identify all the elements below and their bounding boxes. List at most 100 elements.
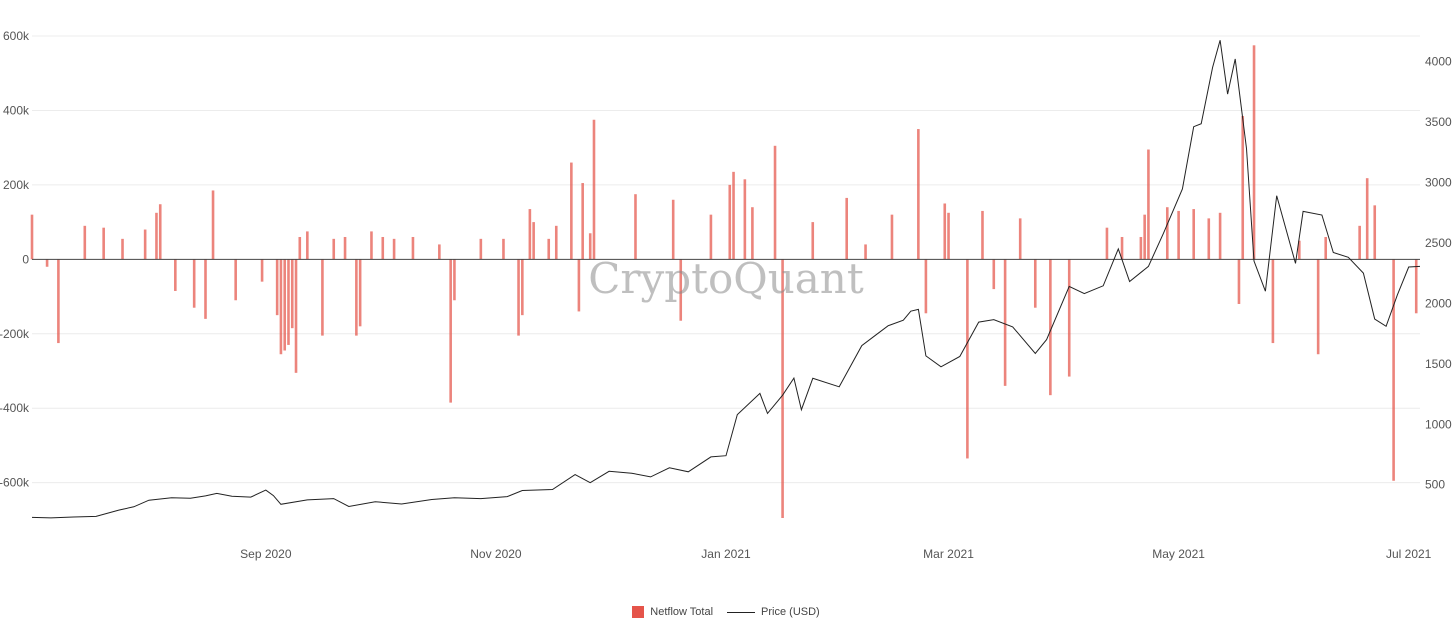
netflow-bar	[294, 259, 298, 373]
netflow-bar	[577, 259, 581, 312]
netflow-bar	[773, 145, 777, 260]
netflow-bar	[411, 236, 415, 260]
netflow-bar	[1241, 116, 1245, 260]
netflow-bar	[453, 259, 456, 301]
netflow-bar	[581, 183, 584, 260]
netflow-bar	[192, 259, 196, 308]
x-tick-label: May 2021	[1152, 547, 1205, 561]
netflow-bar	[671, 199, 675, 260]
netflow-bar	[981, 210, 984, 260]
netflow-bar	[204, 259, 207, 319]
netflow-bar	[947, 212, 950, 260]
netflow-bar	[1414, 259, 1418, 314]
x-tick-label: Sep 2020	[240, 547, 292, 561]
netflow-bar	[211, 190, 215, 260]
legend-item-price[interactable]: Price (USD)	[727, 606, 820, 618]
netflow-bar	[811, 222, 815, 260]
netflow-bar	[751, 207, 754, 260]
netflow-bar	[1003, 259, 1007, 386]
right-tick-label: 2500	[1425, 236, 1452, 250]
netflow-bar	[592, 119, 596, 260]
x-tick-label: Jul 2021	[1386, 547, 1432, 561]
price-swatch-icon	[727, 611, 756, 613]
netflow-bar	[924, 259, 928, 314]
netflow-bar	[1218, 212, 1222, 260]
left-tick-label: 0	[22, 252, 29, 266]
netflow-bar	[517, 259, 520, 336]
netflow-bar	[966, 259, 969, 459]
netflow-bar	[321, 259, 324, 336]
netflow-bar	[732, 171, 735, 260]
price-line	[31, 40, 1421, 519]
netflow-bar	[298, 236, 302, 260]
netflow-bars	[30, 45, 1418, 518]
netflow-bar	[1018, 218, 1022, 260]
netflow-bar	[332, 238, 336, 260]
netflow-bar	[1177, 210, 1180, 260]
netflow-bar	[392, 238, 396, 260]
netflow-bar	[502, 238, 505, 260]
netflow-bar	[1147, 149, 1150, 260]
right-tick-label: 1000	[1425, 417, 1452, 431]
left-tick-label: 400k	[3, 103, 30, 117]
netflow-bar	[275, 259, 279, 316]
netflow-bar	[57, 259, 60, 344]
left-tick-label: 600k	[3, 29, 30, 43]
netflow-bar	[102, 227, 105, 260]
netflow-bar	[528, 209, 532, 260]
legend: Netflow Total Price (USD)	[0, 603, 1452, 621]
netflow-bar	[45, 259, 49, 267]
netflow-bar	[532, 222, 535, 260]
netflow-bar	[1373, 205, 1377, 260]
left-tick-label: -400k	[0, 401, 30, 415]
left-tick-label: -600k	[0, 476, 30, 490]
netflow-bar	[143, 229, 147, 260]
x-tick-label: Jan 2021	[701, 547, 751, 561]
right-tick-label: 500	[1425, 478, 1445, 492]
netflow-bar	[679, 259, 683, 321]
netflow-bar	[1139, 236, 1143, 260]
netflow-bar	[943, 203, 947, 260]
right-tick-label: 1500	[1425, 357, 1452, 371]
netflow-bar	[358, 259, 362, 327]
netflow-bar	[1252, 45, 1256, 260]
netflow-bar	[306, 231, 309, 260]
netflow-bar	[570, 162, 573, 260]
netflow-bar	[1365, 178, 1369, 260]
netflow-price-chart: CryptoQuant 600k 400k 200k 0 -200k -400k -600k…	[0, 29, 1452, 561]
x-tick-label: Mar 2021	[923, 547, 974, 561]
netflow-bar	[1165, 207, 1169, 260]
netflow-bar	[1392, 259, 1395, 481]
netflow-bar	[158, 204, 162, 260]
netflow-bar	[1237, 259, 1241, 304]
netflow-bar	[1358, 225, 1361, 260]
netflow-bar	[1120, 236, 1124, 260]
right-axis-ticks: 4000 3500 3000 2500 2000 1500 1000 500	[1425, 54, 1452, 491]
right-tick-label: 4000	[1425, 54, 1452, 68]
netflow-swatch-icon	[632, 606, 645, 618]
netflow-bar	[743, 179, 747, 260]
netflow-bar	[234, 259, 237, 301]
netflow-bar	[355, 259, 358, 336]
grid-lines	[32, 35, 1420, 484]
netflow-bar	[121, 238, 124, 260]
netflow-bar	[30, 214, 34, 260]
netflow-bar	[781, 259, 784, 518]
right-tick-label: 2000	[1425, 296, 1452, 310]
x-tick-label: Nov 2020	[470, 547, 522, 561]
watermark-logo: CryptoQuant	[588, 254, 864, 303]
netflow-bar	[283, 259, 287, 351]
legend-item-netflow[interactable]: Netflow Total	[632, 606, 713, 618]
netflow-bar	[343, 236, 347, 260]
left-tick-label: -200k	[0, 327, 30, 341]
netflow-bar	[992, 259, 996, 290]
netflow-bar	[709, 214, 713, 260]
legend-label-netflow: Netflow Total	[650, 606, 714, 618]
left-axis-ticks: 600k 400k 200k 0 -200k -400k -600k	[0, 29, 30, 490]
netflow-bar	[1207, 218, 1211, 260]
right-tick-label: 3000	[1425, 175, 1452, 189]
legend-label-price: Price (USD)	[761, 606, 820, 618]
netflow-bar	[1049, 259, 1052, 396]
netflow-bar	[83, 225, 87, 260]
netflow-bar	[449, 259, 452, 403]
